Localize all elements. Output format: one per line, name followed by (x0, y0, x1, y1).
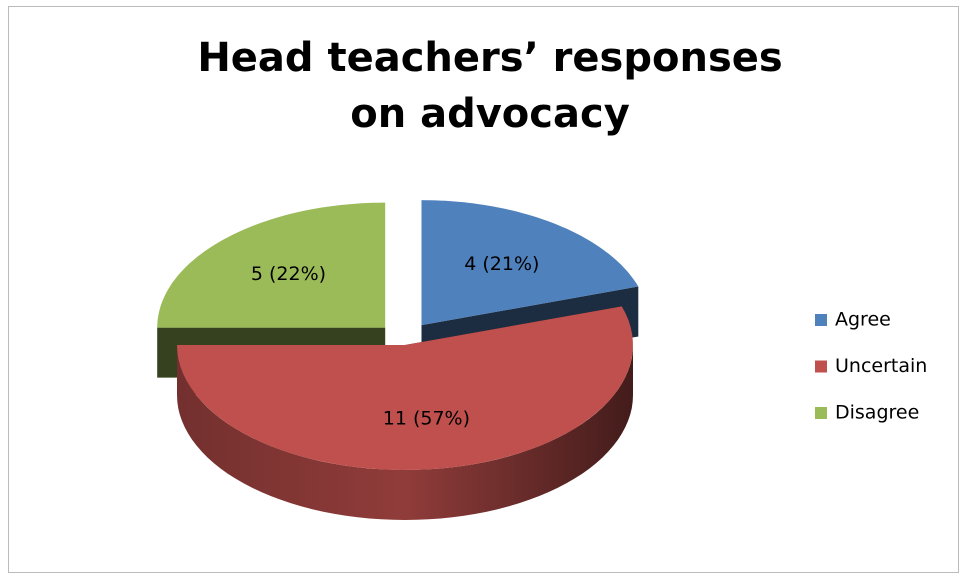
legend-swatch (815, 314, 827, 326)
data-label: 11 (57%) (383, 408, 470, 430)
legend-label: Uncertain (835, 355, 927, 377)
slice (157, 202, 386, 328)
slice (421, 200, 639, 326)
chart-title: Head teachers’ responses on advocacy (197, 35, 783, 137)
slice-side (177, 345, 633, 520)
legend-label: Disagree (835, 402, 919, 424)
slice (177, 306, 633, 470)
data-label: 4 (21%) (464, 253, 539, 275)
legend-label: Agree (835, 309, 891, 331)
legend-swatch (815, 360, 827, 373)
legend-swatch (815, 407, 827, 419)
data-label: 5 (22%) (251, 263, 326, 285)
